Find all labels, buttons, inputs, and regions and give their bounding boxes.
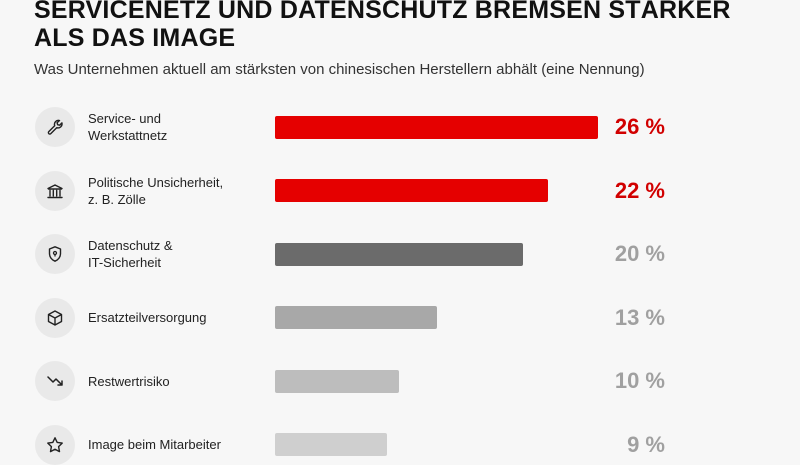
bar	[275, 433, 387, 456]
bank-icon	[35, 170, 75, 211]
value-label: 13 %	[614, 304, 665, 330]
category-label: Ersatzteilversorgung	[88, 310, 207, 325]
shield-icon	[35, 234, 75, 274]
value-label: 22 %	[614, 177, 665, 203]
box-icon	[35, 297, 75, 338]
bar-chart: Service- und Werkstattnetz 26 % Politische…	[35, 107, 665, 465]
bar	[275, 115, 598, 139]
category-label: Datenschutz & IT-Sicherheit	[88, 238, 173, 270]
chart-title: SERVICENETZ UND DATENSCHUTZ BREMSEN STÄR…	[34, 0, 731, 52]
value-label: 20 %	[614, 241, 665, 266]
bar	[275, 369, 399, 393]
category-label: Restwertrisiko	[88, 373, 170, 389]
category-label: Image beim Mitarbeiter	[88, 437, 221, 452]
star-icon	[35, 424, 75, 465]
chart-subtitle: Was Unternehmen aktuell am stärksten von…	[34, 61, 645, 78]
wrench-icon	[35, 107, 75, 147]
bar	[275, 306, 437, 329]
value-label: 9 %	[627, 431, 665, 457]
value-label: 10 %	[614, 368, 665, 393]
value-label: 26 %	[614, 114, 665, 139]
bar	[275, 179, 548, 202]
category-label: Service- und Werkstattnetz	[88, 111, 168, 143]
trend-down-icon	[35, 361, 75, 401]
category-label: Politische Unsicherheit, z. B. Zölle	[88, 174, 224, 207]
bar	[275, 242, 523, 266]
